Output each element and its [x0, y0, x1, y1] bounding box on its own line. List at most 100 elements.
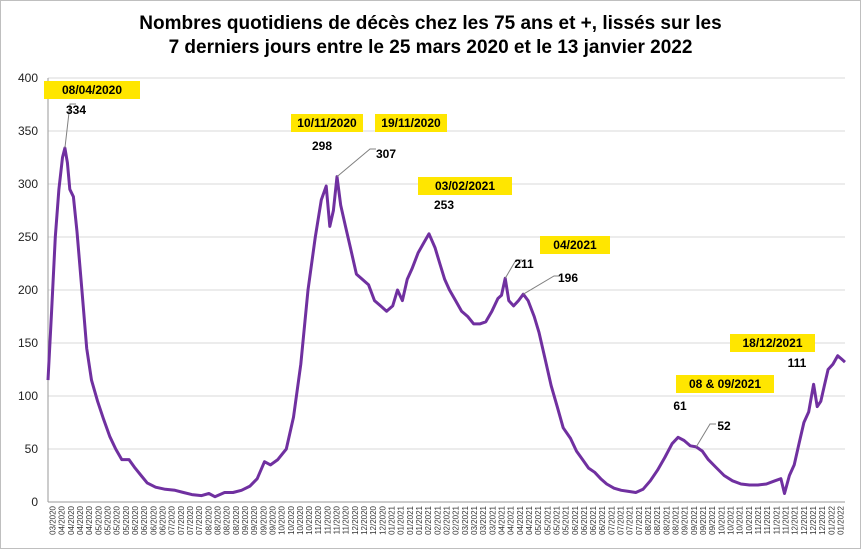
annotation-value-label: 298 — [312, 139, 332, 153]
x-tick-label: 07/2020 — [168, 505, 177, 534]
y-tick-label: 400 — [18, 71, 38, 85]
x-tick-label: 08/2020 — [213, 505, 222, 534]
x-tick-label: 03/2021 — [470, 505, 479, 534]
x-tick-label: 09/2021 — [708, 505, 717, 534]
x-tick-label: 06/2020 — [140, 505, 149, 534]
x-tick-label: 06/2020 — [159, 505, 168, 534]
x-tick-label: 10/2020 — [305, 505, 314, 534]
x-tick-label: 04/2021 — [507, 505, 516, 534]
x-tick-label: 12/2020 — [360, 505, 369, 534]
x-tick-label: 08/2021 — [662, 505, 671, 534]
x-tick-label: 03/2021 — [461, 505, 470, 534]
x-tick-label: 05/2021 — [552, 505, 561, 534]
annotation-value-label: 334 — [66, 103, 86, 117]
annotation-date-label: 18/12/2021 — [742, 336, 802, 350]
x-tick-label: 09/2020 — [259, 505, 268, 534]
x-tick-label: 11/2020 — [323, 505, 332, 534]
annotation-leader-line — [523, 275, 560, 295]
x-tick-label: 03/2020 — [49, 505, 58, 534]
annotation-date-label: 08/04/2020 — [62, 83, 122, 97]
annotation-highlight — [730, 334, 815, 352]
annotation-highlight — [375, 114, 447, 132]
x-tick-label: 12/2020 — [351, 505, 360, 534]
y-tick-label: 150 — [18, 336, 38, 350]
x-tick-label: 05/2020 — [122, 505, 131, 534]
chart-title-line-1: Nombres quotidiens de décès chez les 75 … — [139, 13, 722, 34]
x-tick-label: 10/2021 — [726, 505, 735, 534]
x-tick-label: 08/2021 — [653, 505, 662, 534]
annotation-highlight — [418, 177, 512, 195]
annotation-highlight — [540, 236, 610, 254]
x-tick-label: 04/2021 — [497, 505, 506, 534]
x-tick-label: 10/2021 — [717, 505, 726, 534]
x-tick-label: 11/2020 — [314, 505, 323, 534]
x-tick-label: 02/2021 — [443, 505, 452, 534]
chart-title-line-2: 7 derniers jours entre le 25 mars 2020 e… — [168, 37, 693, 58]
annotation-value-label: 111 — [788, 356, 807, 370]
y-tick-label: 250 — [18, 230, 38, 244]
x-tick-label: 01/2022 — [836, 505, 845, 534]
x-tick-label: 10/2020 — [278, 505, 287, 534]
y-tick-label: 200 — [18, 283, 38, 297]
annotation-date-label: 19/11/2020 — [381, 116, 441, 130]
annotation-highlight — [291, 114, 363, 132]
x-tick-label: 10/2020 — [287, 505, 296, 534]
x-tick-label: 06/2020 — [149, 505, 158, 534]
annotation-date-label: 03/02/2021 — [435, 179, 495, 193]
x-tick-label: 07/2020 — [195, 505, 204, 534]
annotation-date-label: 04/2021 — [553, 238, 597, 252]
x-tick-label: 12/2021 — [800, 505, 809, 534]
annotation-leader-line — [336, 148, 376, 177]
x-tick-label: 09/2020 — [268, 505, 277, 534]
x-tick-label: 05/2021 — [543, 505, 552, 534]
y-tick-label: 300 — [18, 177, 38, 191]
x-tick-label: 10/2021 — [736, 505, 745, 534]
x-tick-label: 05/2020 — [113, 505, 122, 534]
x-tick-label: 02/2021 — [424, 505, 433, 534]
x-tick-label: 12/2020 — [378, 505, 387, 534]
x-tick-label: 10/2021 — [745, 505, 754, 534]
annotation-leader-line — [504, 259, 522, 279]
x-tick-label: 07/2021 — [607, 505, 616, 534]
x-tick-label: 07/2021 — [617, 505, 626, 534]
x-tick-label: 12/2021 — [791, 505, 800, 534]
x-tick-label: 12/2021 — [818, 505, 827, 534]
x-tick-label: 12/2021 — [809, 505, 818, 534]
x-tick-label: 05/2020 — [94, 505, 103, 534]
x-tick-label: 09/2020 — [250, 505, 259, 534]
x-tick-label: 05/2021 — [534, 505, 543, 534]
x-tick-label: 05/2020 — [104, 505, 113, 534]
chart-title: Nombres quotidiens de décès chez les 75 … — [0, 12, 861, 60]
x-tick-label: 08/2021 — [644, 505, 653, 534]
annotation-value-label: 61 — [673, 399, 687, 413]
x-tick-label: 01/2021 — [406, 505, 415, 534]
x-tick-label: 06/2021 — [598, 505, 607, 534]
x-tick-label: 04/2020 — [67, 505, 76, 534]
y-tick-label: 350 — [18, 124, 38, 138]
x-tick-label: 01/2021 — [388, 505, 397, 534]
x-tick-label: 11/2021 — [754, 505, 763, 534]
x-tick-label: 04/2020 — [76, 505, 85, 534]
x-tick-label: 11/2021 — [772, 505, 781, 534]
x-tick-label: 11/2020 — [333, 505, 342, 534]
annotation-value-label: 211 — [514, 257, 534, 271]
x-tick-label: 11/2020 — [342, 505, 351, 534]
x-tick-label: 11/2021 — [781, 505, 790, 534]
annotation-value-label: 307 — [376, 147, 396, 161]
x-tick-label: 04/2021 — [516, 505, 525, 534]
x-tick-label: 05/2021 — [562, 505, 571, 534]
x-tick-label: 07/2021 — [626, 505, 635, 534]
annotation-value-label: 52 — [717, 419, 731, 433]
x-tick-label: 04/2020 — [85, 505, 94, 534]
x-tick-label: 01/2021 — [397, 505, 406, 534]
x-tick-label: 12/2020 — [369, 505, 378, 534]
y-tick-label: 0 — [31, 495, 38, 509]
annotation-value-label: 196 — [558, 271, 578, 285]
x-tick-label: 02/2021 — [452, 505, 461, 534]
y-tick-label: 50 — [25, 442, 39, 456]
x-tick-label: 03/2021 — [479, 505, 488, 534]
x-tick-label: 07/2020 — [177, 505, 186, 534]
x-tick-label: 09/2020 — [241, 505, 250, 534]
